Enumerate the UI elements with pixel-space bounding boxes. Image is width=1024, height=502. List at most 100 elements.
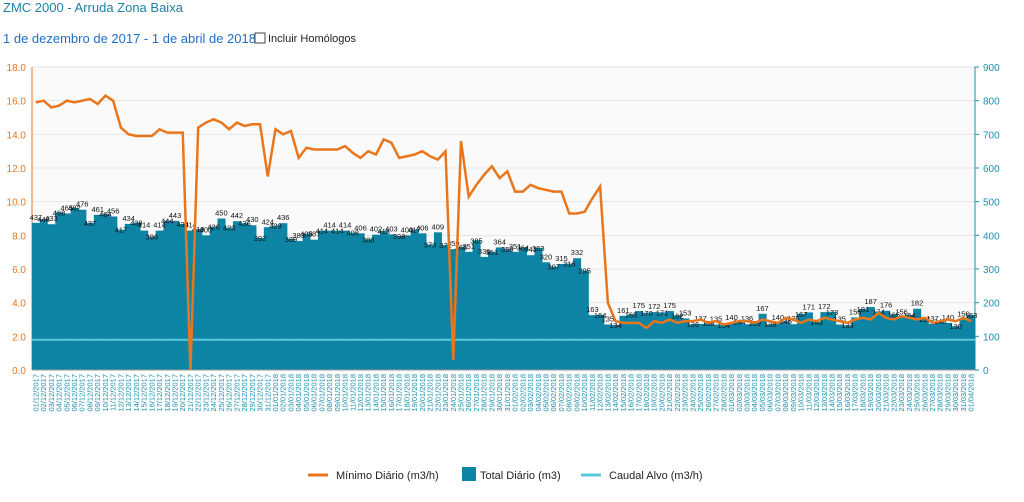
x-tick-label: 03/01/2018: [286, 374, 295, 412]
data-label: 162: [671, 311, 684, 320]
data-label: 341: [524, 245, 537, 254]
bar: [758, 313, 767, 370]
data-label: 436: [238, 219, 251, 228]
x-tick-label: 10/02/2018: [580, 374, 589, 412]
x-tick-label: 17/02/2018: [634, 374, 643, 412]
bar: [86, 222, 95, 370]
x-tick-label: 23/01/2018: [441, 374, 450, 412]
bar: [619, 315, 628, 370]
y-tick-label: 0.0: [12, 366, 26, 377]
data-label: 448: [37, 215, 50, 224]
data-label: 364: [493, 237, 506, 246]
bar: [39, 219, 48, 370]
x-tick-label: 14/02/2018: [611, 374, 620, 412]
bar: [225, 227, 234, 370]
checkbox[interactable]: [254, 32, 266, 44]
x-tick-label: 15/01/2018: [379, 374, 388, 412]
data-label: 402: [370, 225, 383, 234]
data-label: 165: [625, 310, 638, 319]
data-label: 468: [53, 208, 66, 217]
x-tick-label: 03/12/2017: [47, 374, 56, 412]
bar: [356, 233, 365, 370]
y-tick-label: 2.0: [12, 332, 26, 343]
bar: [163, 220, 172, 370]
data-label: 163: [965, 311, 978, 320]
x-tick-label: 06/01/2018: [310, 374, 319, 412]
x-tick-label: 13/02/2018: [603, 374, 612, 412]
data-label: 320: [540, 252, 553, 261]
x-tick-label: 29/03/2018: [943, 374, 952, 412]
bar: [804, 312, 813, 370]
x-tick-label: 07/12/2017: [78, 374, 87, 412]
y-tick-label: 18.0: [7, 63, 27, 74]
x-tick-label: 20/01/2018: [418, 374, 427, 412]
data-label: 182: [911, 299, 924, 308]
data-label: 365: [455, 243, 468, 252]
x-tick-label: 06/02/2018: [549, 374, 558, 412]
data-label: 172: [648, 302, 661, 311]
data-label: 171: [803, 302, 816, 311]
data-label: 429: [269, 222, 282, 231]
data-label: 408: [347, 229, 360, 238]
x-tick-label: 13/12/2017: [124, 374, 133, 412]
checkbox-label[interactable]: Incluir Homólogos: [268, 33, 357, 45]
line: [35, 93, 972, 371]
x-tick-label: 04/12/2017: [55, 374, 64, 412]
data-label: 438: [130, 219, 143, 228]
data-label: 187: [864, 297, 877, 306]
x-tick-label: 07/02/2018: [557, 374, 566, 412]
data-label: 359: [447, 239, 460, 248]
data-label: 150: [957, 310, 970, 319]
x-tick-label: 01/01/2018: [271, 374, 280, 412]
bar: [333, 230, 342, 370]
bar: [727, 322, 736, 370]
x-tick-label: 28/02/2018: [719, 374, 728, 412]
x-tick-label: 28/01/2018: [480, 374, 489, 412]
bar: [518, 247, 527, 370]
x-tick-label: 12/03/2018: [812, 374, 821, 412]
data-label: 181: [857, 305, 870, 314]
bar: [449, 249, 458, 370]
bar: [117, 229, 126, 370]
x-tick-label: 24/01/2018: [449, 374, 458, 412]
data-label: 387: [308, 230, 321, 239]
bar: [889, 314, 899, 370]
data-label: 414: [339, 221, 352, 230]
data-label: 145: [779, 317, 792, 326]
data-label: 136: [687, 320, 700, 329]
x-tick-label: 04/03/2018: [750, 374, 759, 412]
bar: [789, 324, 798, 370]
data-label: 371: [439, 241, 452, 250]
x-tick-label: 21/02/2018: [665, 374, 674, 412]
bar: [781, 321, 790, 370]
data-label: 295: [578, 267, 591, 276]
bar: [897, 317, 906, 370]
bar: [294, 241, 303, 370]
data-label: 433: [45, 214, 58, 223]
bar: [696, 323, 705, 370]
bar: [178, 223, 187, 370]
bar: [658, 312, 667, 370]
bar: [557, 263, 566, 370]
data-label: 413: [377, 227, 390, 236]
x-tick-label: 23/12/2017: [201, 374, 210, 412]
data-label: 426: [207, 223, 220, 232]
x-tick-label: 19/12/2017: [170, 374, 179, 412]
data-label: 140: [772, 313, 785, 322]
x-tick-label: 17/01/2018: [395, 374, 404, 412]
x-tick-label: 08/03/2018: [781, 374, 790, 412]
data-label: 434: [176, 220, 189, 229]
legend-label: Caudal Alvo (m3/h): [609, 470, 703, 482]
data-label: 414: [138, 221, 151, 230]
x-tick-label: 27/12/2017: [232, 374, 241, 412]
data-label: 430: [246, 215, 259, 224]
bar: [681, 318, 690, 370]
data-label: 465: [61, 203, 74, 212]
x-tick-label: 07/01/2018: [317, 374, 326, 412]
x-tick-label: 22/01/2018: [433, 374, 442, 412]
y2-tick-label: 100: [983, 332, 1000, 343]
legend-swatch: [462, 467, 476, 481]
data-label: 434: [122, 214, 135, 223]
x-tick-label: 21/12/2017: [186, 374, 195, 412]
x-tick-label: 30/12/2017: [256, 374, 265, 412]
